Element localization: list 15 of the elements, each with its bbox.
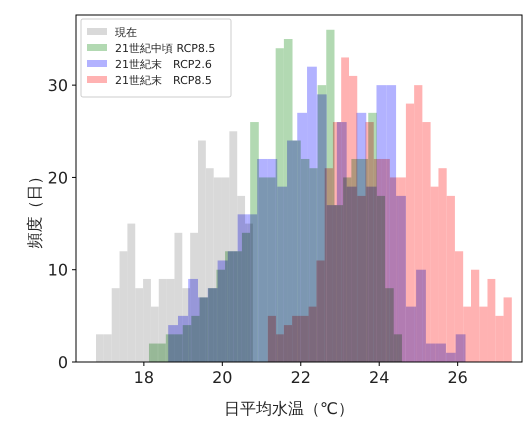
x-tick-label: 20 (212, 368, 232, 387)
y-axis-title: 頻度（日） (25, 168, 44, 248)
x-tick-label: 22 (290, 368, 311, 387)
x-tick-label: 18 (134, 368, 154, 387)
y-tick-label: 30 (48, 76, 68, 96)
legend-label: 現在 (115, 26, 137, 39)
x-tick-label: 24 (369, 368, 390, 387)
legend-label: 21世紀末 RCP8.5 (115, 74, 212, 87)
y-tick-label: 0 (58, 353, 68, 372)
x-axis-title: 日平均水温（℃） (224, 399, 354, 418)
x-tick-label: 26 (447, 368, 468, 387)
legend-label: 21世紀末 RCP2.6 (115, 58, 212, 71)
y-tick-label: 20 (48, 168, 68, 188)
y-tick-label: 10 (48, 260, 68, 280)
legend-label: 21世紀中頃 RCP8.5 (115, 42, 216, 55)
